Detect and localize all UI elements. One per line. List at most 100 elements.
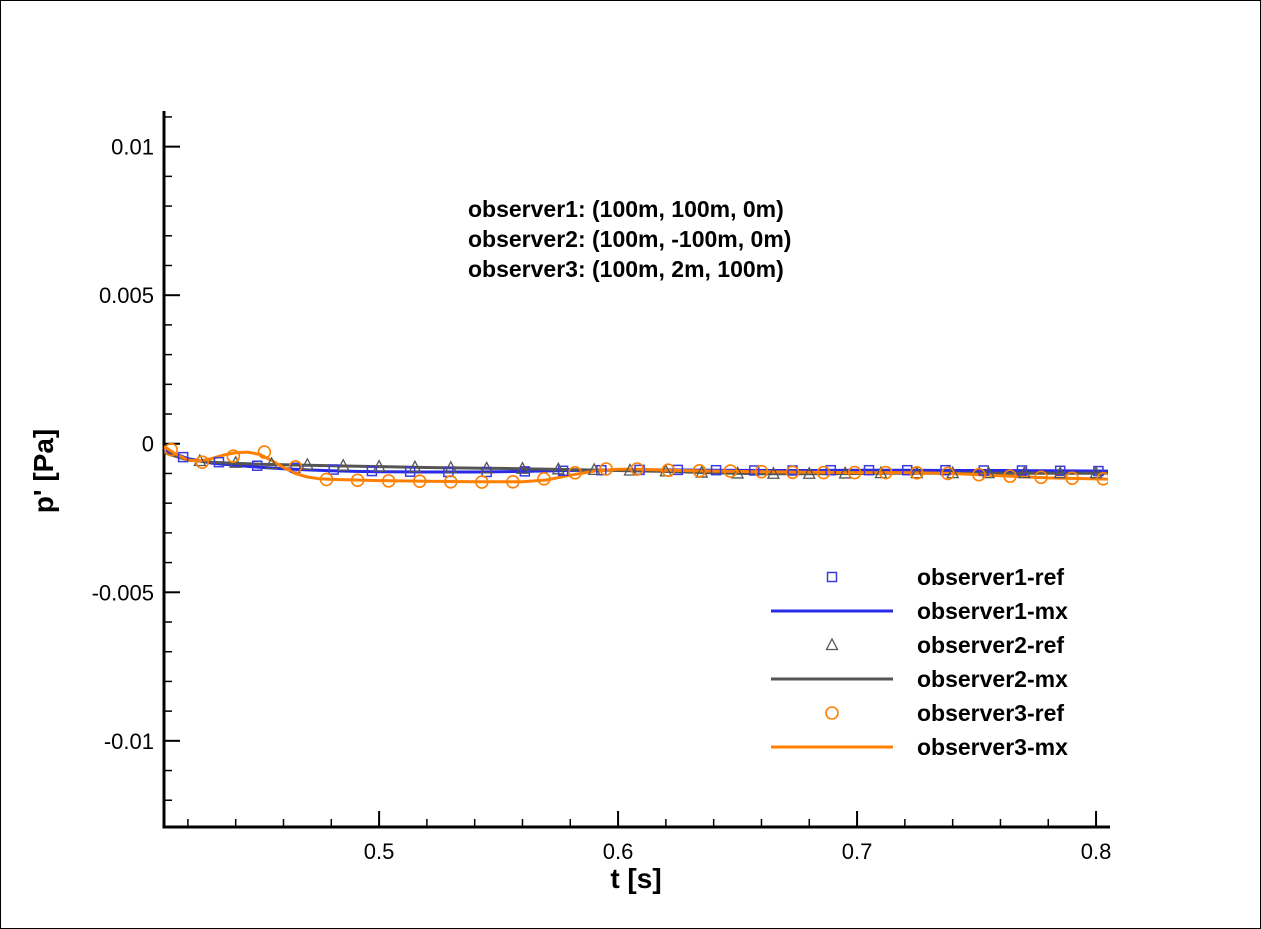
point-observer1-ref (213, 456, 225, 468)
legend-label: observer1-ref (917, 564, 1064, 590)
y-tick-label: -0.005 (92, 580, 154, 605)
point-observer2-ref (802, 466, 816, 479)
point-observer2-ref (587, 462, 601, 476)
point-observer3-ref (630, 462, 644, 476)
legend-label: observer3-mx (917, 734, 1068, 760)
point-observer3-ref (785, 465, 800, 480)
point-observer3-ref (381, 474, 396, 488)
y-tick-label: -0.01 (104, 729, 154, 754)
point-observer1-ref (940, 464, 951, 476)
point-observer2-ref (1017, 465, 1031, 479)
point-observer2-ref (480, 461, 494, 474)
y-tick-label: 0.01 (111, 135, 154, 160)
point-observer2-ref (336, 458, 350, 471)
point-observer2-ref (444, 460, 458, 473)
legend-item-observer1-ref: observer1-ref (826, 564, 1064, 590)
point-observer3-ref (443, 474, 458, 489)
point-observer3-ref (754, 464, 769, 479)
y-tick-label: 0.005 (99, 283, 154, 308)
point-observer3-ref (288, 460, 303, 474)
point-observer2-ref (910, 465, 924, 479)
point-observer2-ref (981, 465, 996, 479)
point-observer3-ref (506, 474, 520, 489)
point-observer3-ref (723, 464, 738, 478)
x-tick-label: 0.7 (842, 839, 873, 864)
legend-label: observer3-ref (917, 700, 1064, 726)
point-observer2-ref (1053, 465, 1067, 479)
point-observer2-ref (300, 457, 314, 470)
legend-item-observer1-mx: observer1-mx (771, 598, 1068, 624)
series-layer (164, 442, 1108, 489)
annotation-line-3: observer3: (100m, 2m, 100m) (468, 256, 784, 282)
point-observer3-ref (195, 455, 210, 469)
legend-item-observer3-ref: observer3-ref (825, 700, 1064, 726)
x-tick-label: 0.8 (1081, 839, 1112, 864)
point-observer2-ref (623, 463, 637, 476)
point-observer3-ref (972, 467, 986, 482)
point-observer1-ref (749, 465, 760, 476)
point-observer1-ref (863, 464, 875, 476)
point-observer2-ref (874, 465, 888, 479)
point-observer2-ref (1089, 465, 1103, 479)
point-observer1-ref (557, 465, 569, 477)
point-observer3-ref (257, 445, 272, 459)
point-observer2-ref (730, 466, 745, 479)
y-tick-label: 0 (142, 432, 154, 457)
point-observer3-ref (878, 465, 893, 480)
point-observer3-ref (1096, 472, 1108, 486)
series-markers-observer3-ref (164, 442, 1108, 489)
point-observer3-ref (816, 465, 831, 480)
series-line-observer3-mx (164, 445, 1108, 484)
point-observer3-ref (1065, 471, 1079, 486)
point-observer3-ref (599, 462, 613, 476)
point-observer1-ref (672, 464, 684, 476)
legend-item-observer3-mx: observer3-mx (771, 734, 1068, 760)
legend-label: observer1-mx (917, 598, 1068, 624)
point-observer3-ref (164, 442, 178, 457)
legend-swatch-marker (825, 706, 839, 720)
legend-swatch-marker (826, 571, 838, 583)
point-observer3-ref (941, 466, 955, 481)
annotation-line-2: observer2: (100m, -100m, 0m) (468, 226, 791, 252)
point-observer1-ref (710, 464, 722, 476)
point-observer3-ref (319, 472, 334, 487)
series-line-observer1-mx (164, 448, 1108, 474)
x-axis-title: t [s] (610, 863, 661, 894)
legend-item-observer2-ref: observer2-ref (825, 632, 1064, 658)
point-observer1-ref (251, 460, 263, 471)
point-observer3-ref (350, 473, 365, 488)
point-observer2-ref (551, 461, 565, 475)
point-observer3-ref (568, 466, 582, 480)
point-observer3-ref (910, 466, 924, 480)
point-observer3-ref (475, 475, 489, 489)
point-observer2-ref (515, 461, 530, 474)
point-observer3-ref (226, 449, 241, 464)
point-observer3-ref (847, 465, 862, 480)
point-observer3-ref (1034, 470, 1048, 485)
legend-label: observer2-mx (917, 666, 1068, 692)
point-observer2-ref (372, 459, 386, 472)
point-observer1-ref (177, 451, 189, 463)
observer-annotation: observer1: (100m, 100m, 0m) observer2: (… (468, 196, 791, 282)
y-axis-title: p' [Pa] (28, 429, 59, 513)
point-observer3-ref (692, 463, 707, 478)
point-observer2-ref (264, 456, 279, 470)
legend: observer1-ref observer1-mx observer2-ref ob… (771, 564, 1068, 760)
point-observer3-ref (1003, 469, 1017, 483)
annotation-line-1: observer1: (100m, 100m, 0m) (468, 196, 784, 222)
series-markers-observer2-ref (193, 453, 1103, 479)
legend-label: observer2-ref (917, 632, 1064, 658)
x-tick-label: 0.5 (364, 839, 395, 864)
point-observer1-ref (825, 464, 837, 476)
point-observer3-ref (537, 472, 551, 486)
legend-swatch-marker (825, 637, 839, 651)
point-observer2-ref (408, 459, 422, 473)
ticks: 0.5 0.6 0.7 0.8 0.01 0.005 0 -0.005 -0.01 (92, 116, 1112, 864)
point-observer2-ref (838, 466, 852, 479)
point-observer2-ref (766, 466, 780, 479)
legend-item-observer2-mx: observer2-mx (771, 666, 1068, 692)
point-observer3-ref (661, 463, 676, 477)
point-observer3-ref (412, 474, 427, 488)
